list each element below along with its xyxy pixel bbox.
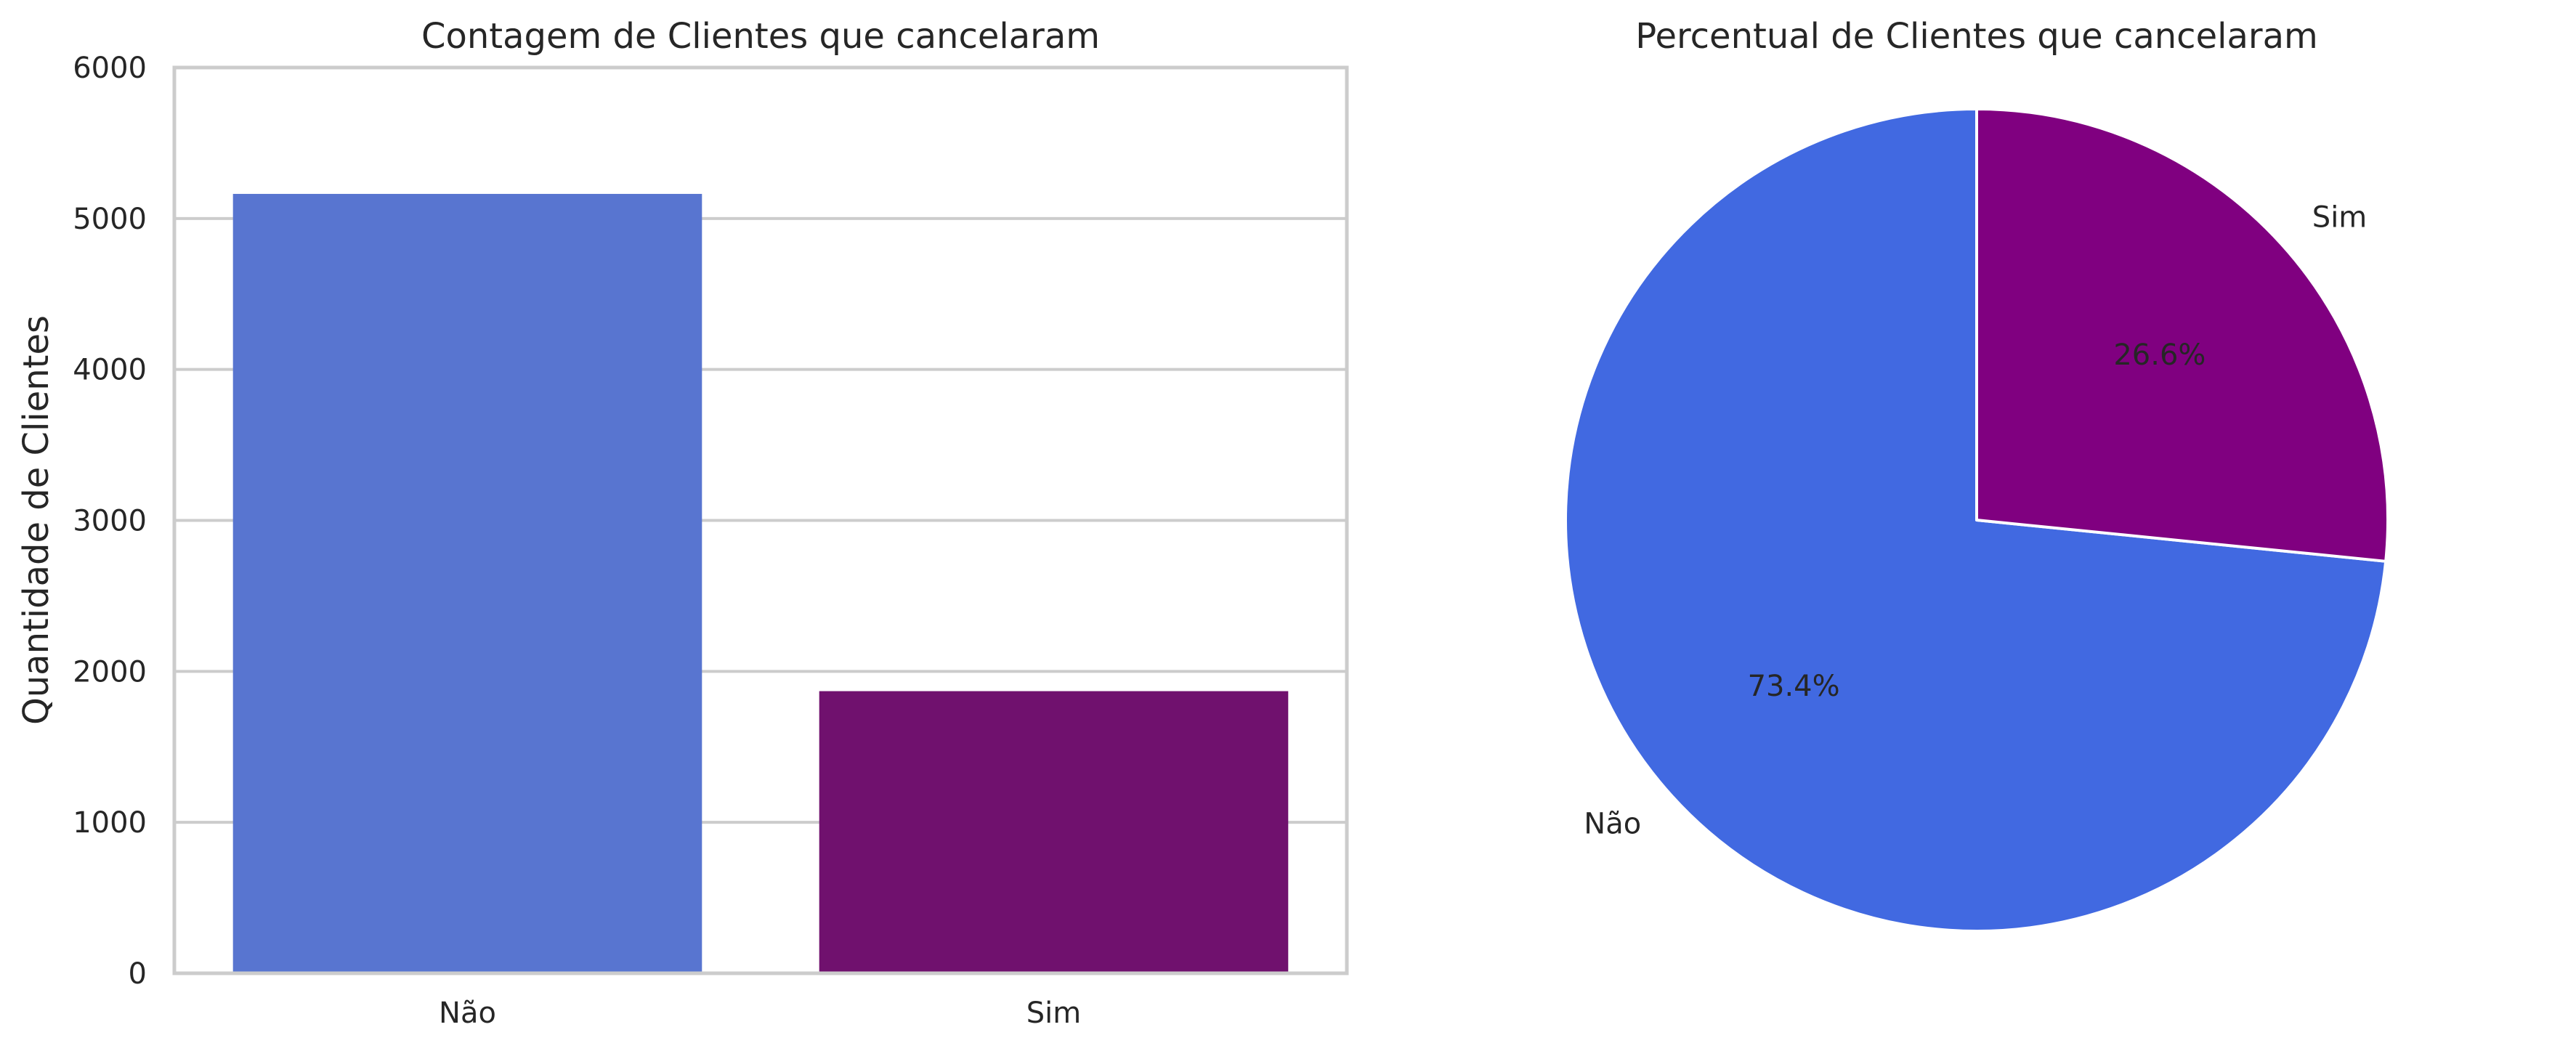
bar-chart-y-tick-label: 4000 — [73, 354, 147, 387]
pie-label-nao: Não — [1584, 808, 1641, 841]
bar-chart-y-axis-label: Quantidade de Clientes — [16, 315, 57, 725]
pie-chart-slices — [1563, 107, 2389, 933]
pie-chart-title: Percentual de Clientes que cancelaram — [1635, 16, 2318, 57]
bar-chart-y-tick-label: 3000 — [73, 505, 147, 538]
pie-slice-sim — [1975, 107, 2389, 563]
pie-label-sim: Sim — [2312, 200, 2367, 234]
pie-percent-sim: 26.6% — [2113, 338, 2206, 372]
bar-sim — [819, 691, 1289, 973]
bar-chart-x-tick-labels: Não Sim — [439, 997, 1081, 1030]
pie-chart: Percentual de Clientes que cancelaram Nã… — [1563, 16, 2389, 933]
bar-chart-y-tick-label: 6000 — [73, 52, 147, 85]
bar-chart-title: Contagem de Clientes que cancelaram — [421, 16, 1100, 57]
pie-chart-labels: Não 73.4% Sim 26.6% — [1584, 200, 2367, 840]
bar-chart-y-tick-label: 2000 — [73, 655, 147, 689]
bar-chart-x-tick-label: Não — [439, 997, 496, 1030]
bar-chart-y-tick-labels: 0 1000 2000 3000 4000 5000 6000 — [73, 52, 147, 991]
bar-nao — [232, 193, 702, 973]
bar-chart-bars — [232, 193, 1289, 973]
bar-chart-y-tick-label: 1000 — [73, 806, 147, 840]
bar-chart-y-tick-label: 5000 — [73, 203, 147, 236]
bar-chart-x-tick-label: Sim — [1026, 997, 1081, 1030]
bar-chart-frame — [172, 65, 1349, 975]
bar-chart: Contagem de Clientes que cancelaram 0 100… — [16, 16, 1349, 1030]
pie-percent-nao: 73.4% — [1748, 670, 1840, 703]
bar-chart-y-tick-label: 0 — [129, 957, 147, 991]
